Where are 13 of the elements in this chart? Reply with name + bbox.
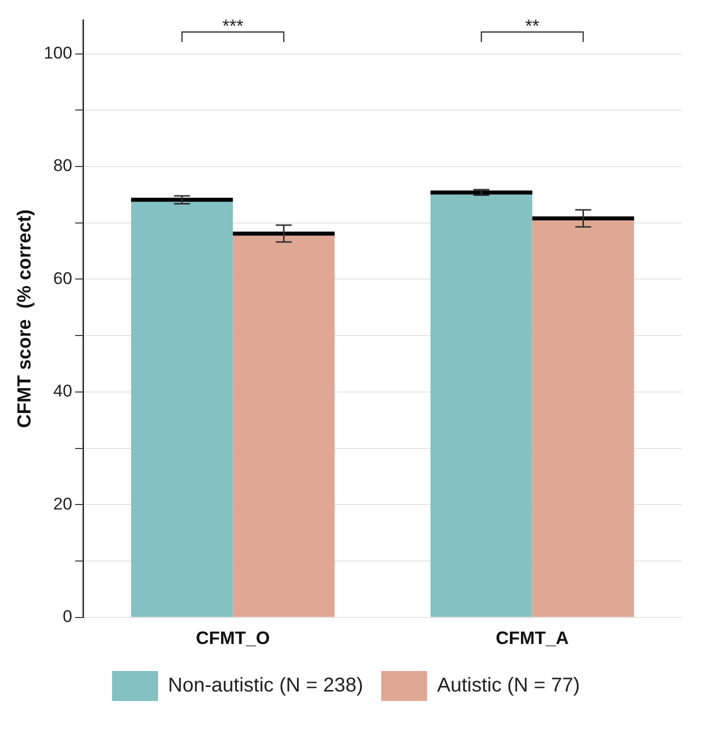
- y-tick-label: 0: [62, 607, 72, 626]
- y-tick-label: 20: [53, 494, 72, 514]
- y-tick-label: 60: [53, 268, 72, 288]
- y-tick-label: 80: [53, 156, 72, 176]
- x-tick-label: CFMT_O: [196, 628, 270, 648]
- annotation: **: [525, 16, 540, 36]
- legend-label: Non-autistic (N = 238): [168, 674, 364, 697]
- annotation: ***: [222, 16, 244, 36]
- x-tick-label: CFMT_A: [496, 628, 569, 648]
- y-tick-label: 100: [44, 44, 72, 63]
- legend-label: Autistic (N = 77): [437, 674, 580, 697]
- y-tick-label: 40: [53, 382, 72, 401]
- y-axis-title: CFMT score (% correct): [14, 209, 36, 428]
